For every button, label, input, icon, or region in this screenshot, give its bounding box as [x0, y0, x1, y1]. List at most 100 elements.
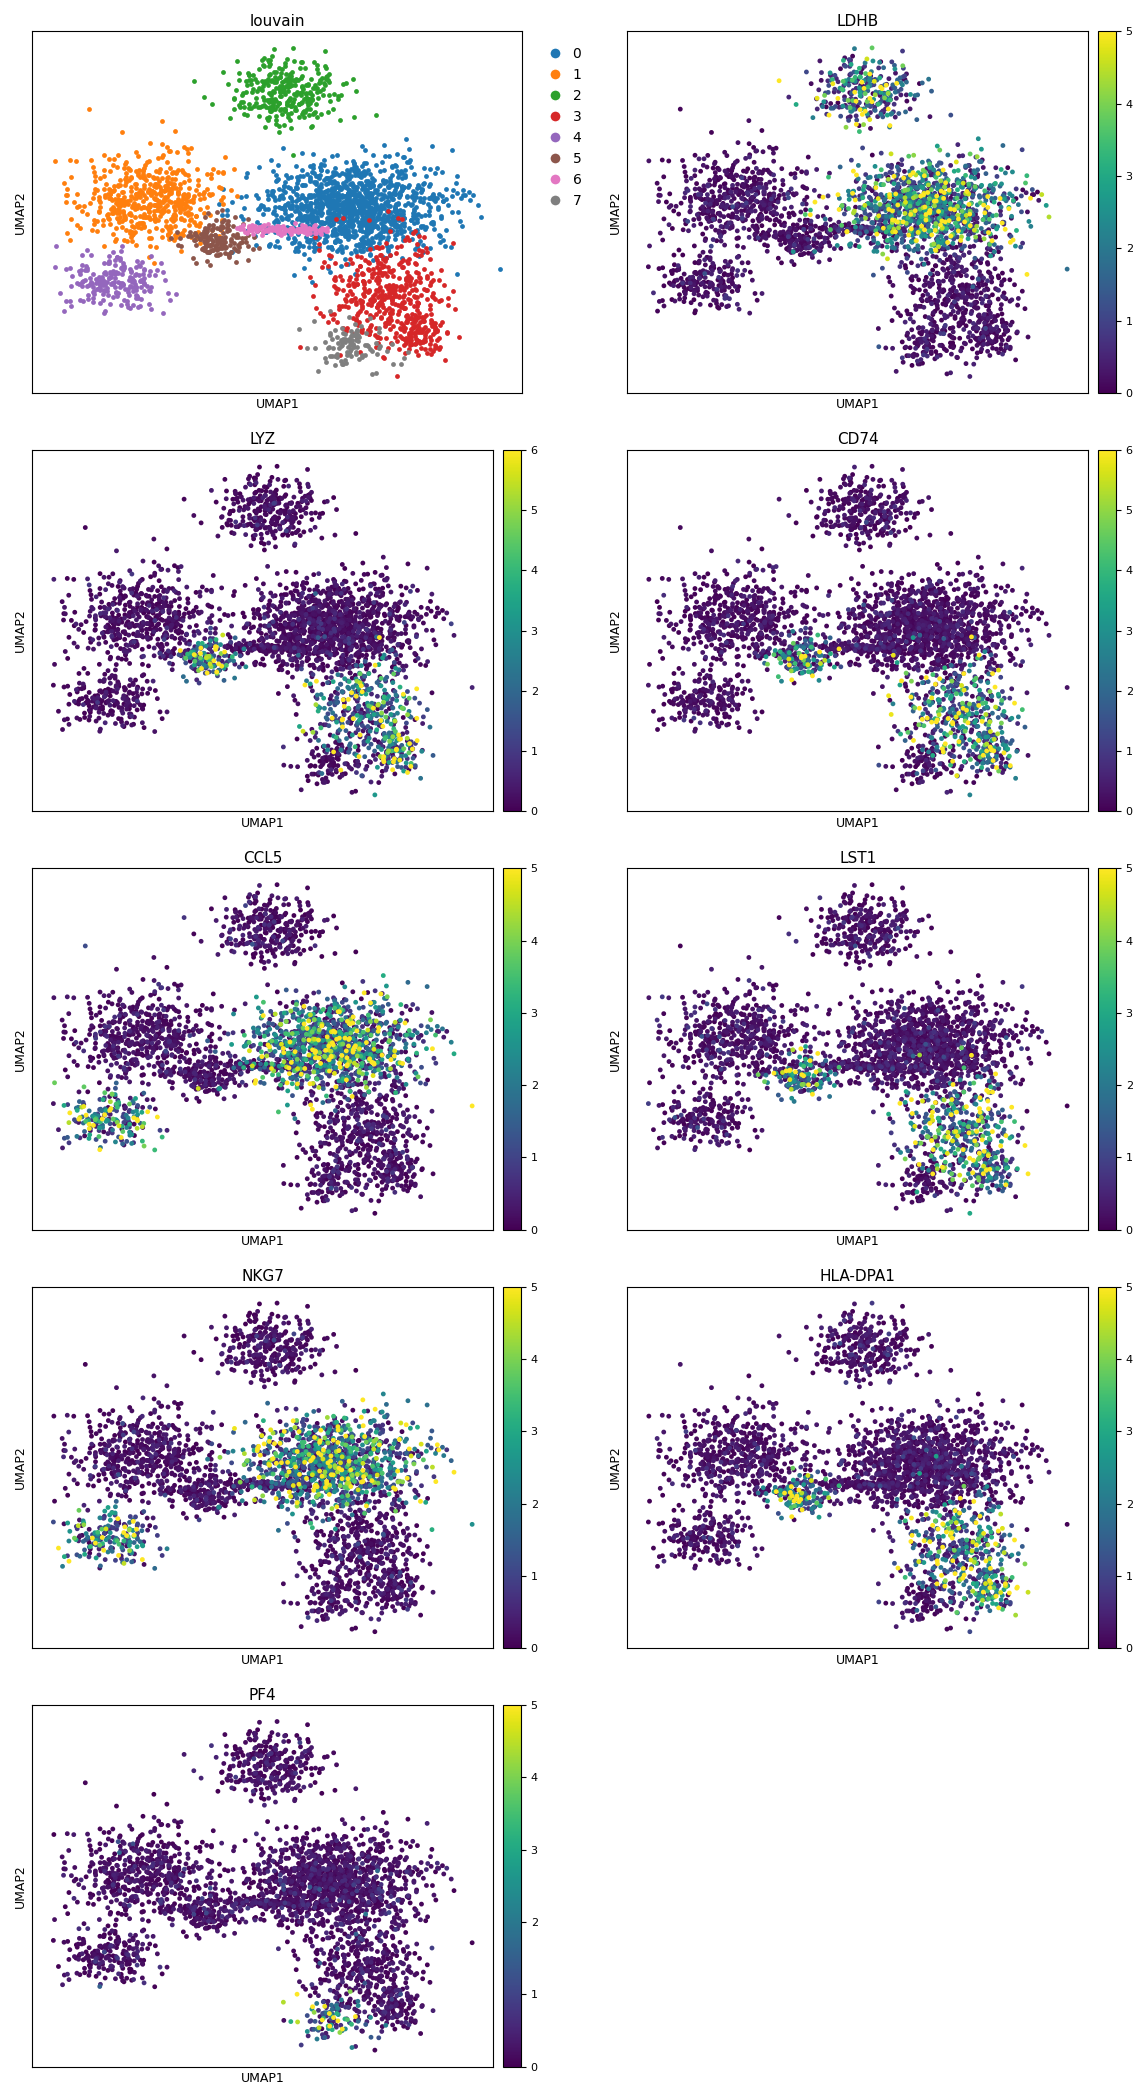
- Point: [380, 1566, 399, 1599]
- Point: [319, 1054, 337, 1087]
- Point: [905, 1173, 924, 1207]
- Point: [722, 602, 740, 636]
- Point: [88, 680, 107, 714]
- Point: [950, 1159, 968, 1192]
- Point: [345, 613, 363, 646]
- Point: [196, 1895, 214, 1929]
- Point: [359, 1841, 377, 1874]
- Point: [270, 1318, 289, 1352]
- Point: [967, 1465, 986, 1499]
- Point: [913, 1438, 932, 1471]
- Point: [851, 497, 870, 531]
- Point: [257, 214, 275, 248]
- Point: [903, 569, 921, 602]
- Point: [102, 1895, 120, 1929]
- Point: [863, 206, 881, 239]
- Point: [343, 661, 361, 695]
- Point: [321, 1026, 339, 1060]
- Point: [872, 997, 890, 1031]
- Point: [974, 621, 992, 655]
- Point: [316, 615, 335, 649]
- Point: [384, 1016, 402, 1050]
- Point: [76, 1536, 94, 1570]
- Point: [275, 214, 293, 248]
- Point: [86, 1864, 104, 1897]
- Point: [967, 250, 986, 283]
- Point: [903, 596, 921, 630]
- Point: [168, 1387, 187, 1421]
- Point: [284, 1469, 303, 1503]
- Point: [195, 225, 213, 258]
- Point: [897, 1001, 916, 1035]
- Point: [700, 1037, 719, 1070]
- Point: [847, 1001, 865, 1035]
- Point: [994, 323, 1012, 357]
- Point: [901, 495, 919, 529]
- Point: [931, 202, 949, 235]
- Point: [890, 630, 909, 663]
- Point: [394, 1073, 413, 1106]
- Point: [360, 193, 378, 227]
- Point: [95, 1037, 113, 1070]
- Point: [379, 1098, 398, 1131]
- Point: [309, 1070, 328, 1104]
- Point: [904, 1448, 923, 1482]
- Point: [918, 319, 936, 353]
- Point: [345, 1847, 363, 1881]
- Point: [654, 686, 673, 720]
- Point: [368, 1457, 386, 1490]
- Point: [755, 646, 774, 680]
- Point: [392, 1476, 410, 1509]
- Point: [303, 1858, 321, 1891]
- Point: [902, 197, 920, 231]
- Point: [920, 1033, 939, 1066]
- Point: [782, 638, 800, 672]
- Point: [327, 1016, 345, 1050]
- Point: [353, 1847, 371, 1881]
- Point: [89, 1883, 108, 1916]
- Point: [897, 894, 916, 928]
- Point: [722, 1455, 740, 1488]
- Point: [339, 330, 358, 363]
- Point: [986, 730, 1004, 764]
- Point: [958, 275, 976, 309]
- Point: [382, 575, 400, 609]
- Point: [308, 1515, 327, 1549]
- Point: [196, 216, 214, 250]
- Point: [936, 300, 955, 334]
- Point: [917, 1020, 935, 1054]
- Point: [166, 113, 185, 147]
- Point: [925, 1031, 943, 1064]
- Point: [217, 1893, 235, 1927]
- Point: [356, 1442, 375, 1476]
- Point: [886, 640, 904, 674]
- Point: [716, 600, 735, 634]
- Point: [928, 1482, 947, 1515]
- Point: [377, 1520, 395, 1553]
- Point: [866, 911, 885, 945]
- Point: [940, 1459, 958, 1492]
- Point: [297, 1012, 315, 1045]
- Point: [309, 1950, 328, 1984]
- Point: [383, 168, 401, 202]
- Point: [911, 317, 929, 351]
- Point: [881, 623, 900, 657]
- Point: [892, 1320, 910, 1354]
- Point: [748, 634, 767, 667]
- Point: [261, 884, 280, 917]
- Point: [364, 197, 383, 231]
- Point: [124, 1436, 142, 1469]
- Point: [745, 968, 763, 1001]
- Point: [855, 512, 873, 546]
- Point: [881, 222, 900, 256]
- Point: [359, 206, 377, 239]
- Point: [755, 571, 774, 605]
- Point: [934, 611, 952, 644]
- Point: [941, 1026, 959, 1060]
- Point: [910, 1110, 928, 1144]
- Point: [935, 225, 953, 258]
- Point: [74, 1925, 93, 1958]
- Point: [315, 340, 333, 374]
- Point: [218, 1900, 236, 1933]
- Point: [338, 1900, 356, 1933]
